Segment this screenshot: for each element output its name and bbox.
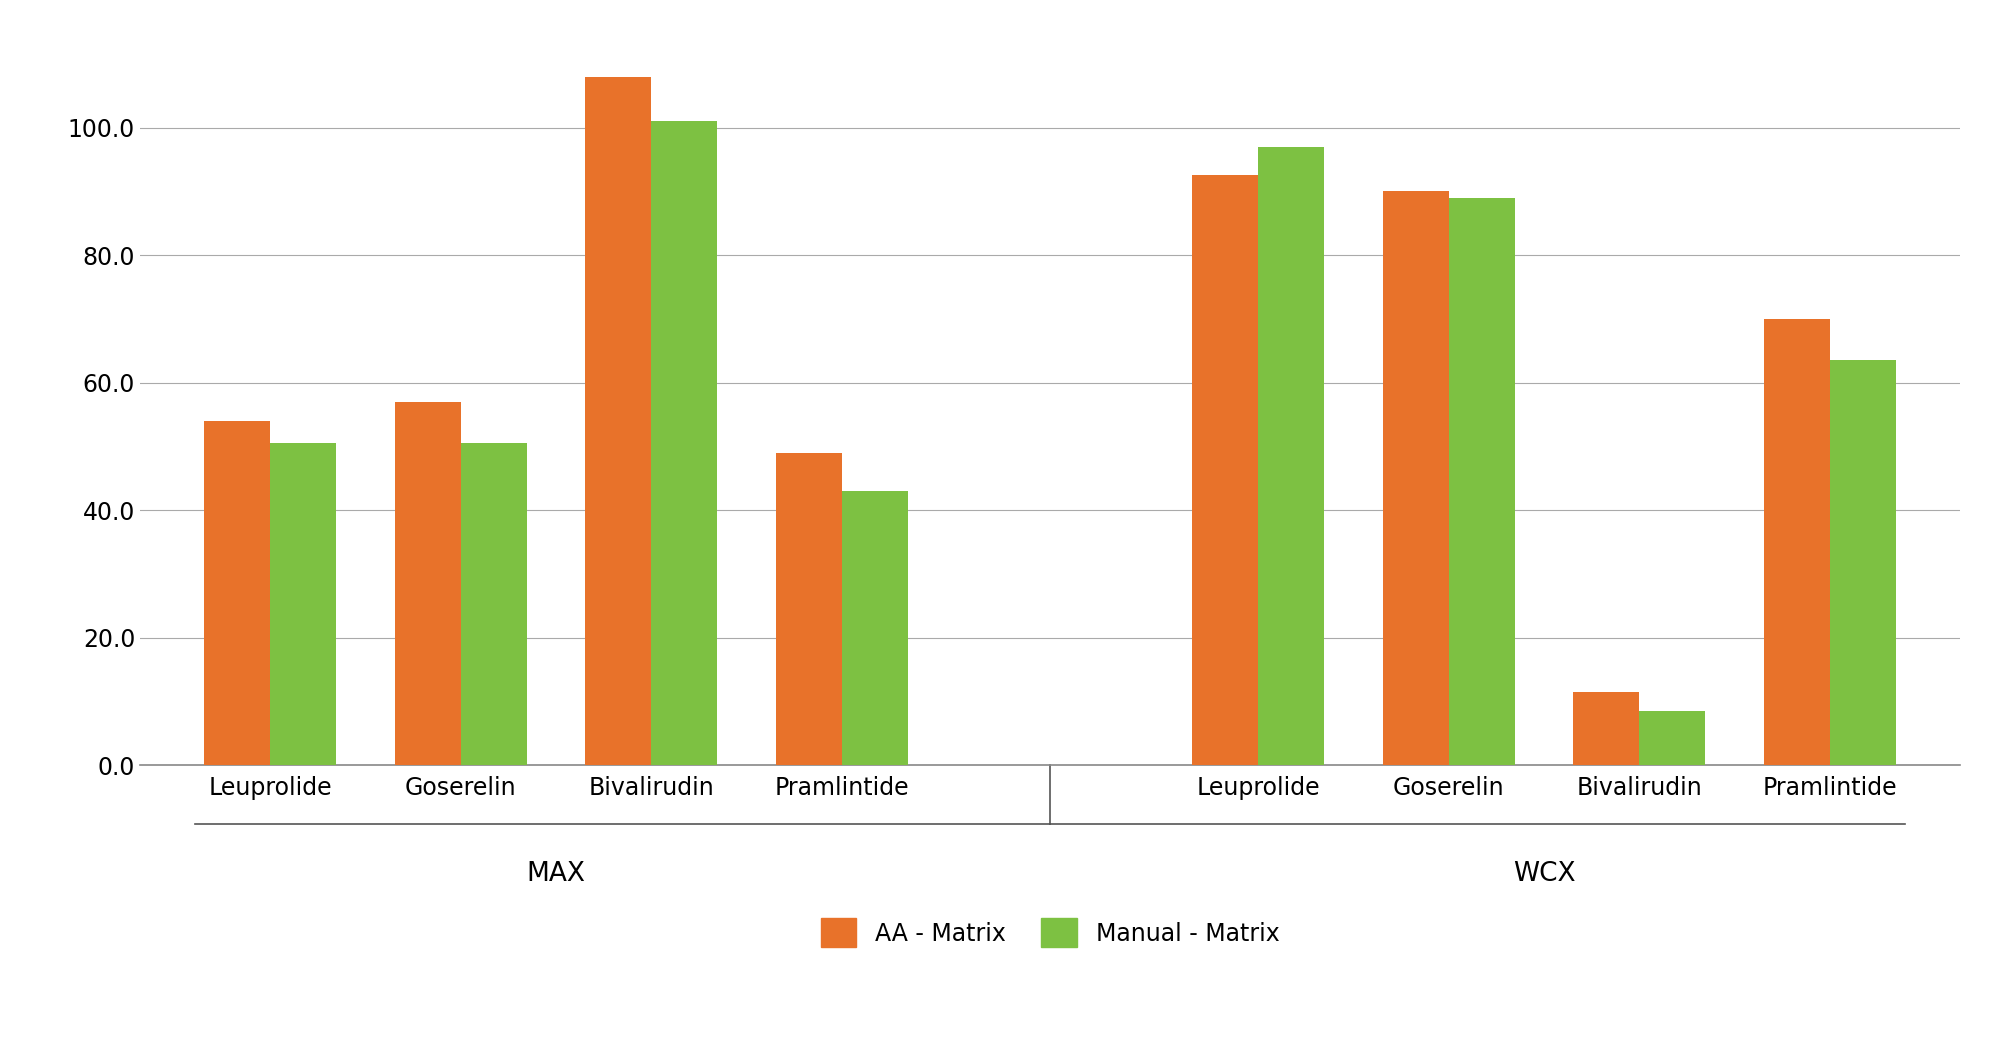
Bar [1382, 191, 1448, 765]
Bar [204, 421, 270, 765]
Bar [1258, 147, 1324, 765]
Bar [586, 77, 652, 765]
Bar [270, 443, 336, 765]
Bar [1192, 175, 1258, 765]
Bar [1448, 198, 1514, 765]
Text: WCX: WCX [1512, 861, 1576, 887]
Bar [842, 491, 908, 765]
Bar [1640, 711, 1706, 765]
Bar [460, 443, 526, 765]
Legend: AA - Matrix, Manual - Matrix: AA - Matrix, Manual - Matrix [808, 907, 1292, 959]
Text: MAX: MAX [526, 861, 586, 887]
Bar [394, 402, 460, 765]
Bar [1764, 319, 1830, 765]
Bar [1830, 360, 1896, 765]
Bar [652, 121, 718, 765]
Bar [1574, 692, 1640, 765]
Bar [776, 453, 842, 765]
